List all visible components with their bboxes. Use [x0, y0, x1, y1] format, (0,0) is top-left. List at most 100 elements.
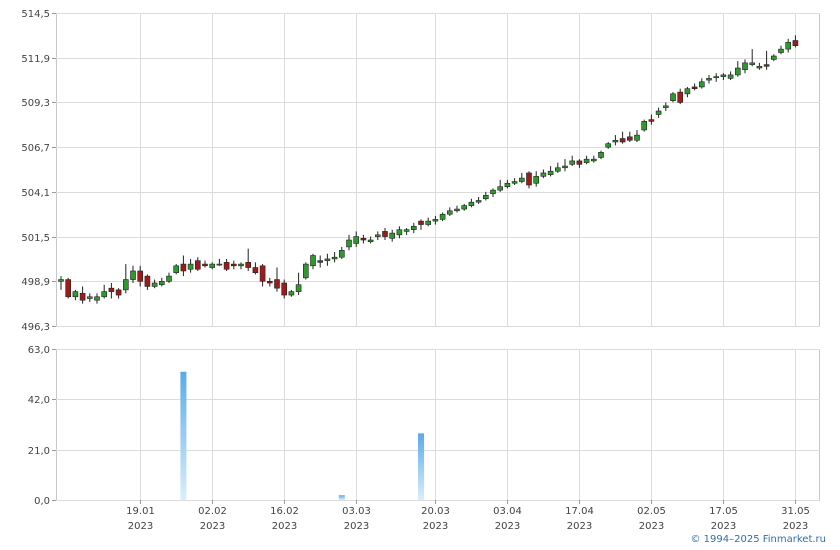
candle — [238, 262, 244, 270]
candle — [576, 159, 583, 168]
volume-tick-label: 21,0 — [28, 446, 50, 457]
candle — [252, 262, 259, 275]
candle-body — [360, 237, 367, 241]
candle — [454, 205, 460, 213]
candle — [504, 179, 511, 189]
candle — [317, 255, 324, 268]
candle — [418, 219, 424, 230]
candle-body — [677, 91, 684, 103]
candle-body — [259, 265, 266, 282]
candle — [130, 265, 136, 284]
candle-body — [65, 279, 71, 298]
candle — [547, 166, 554, 177]
volume-grid — [52, 349, 820, 501]
candle — [108, 283, 115, 299]
price-tick-label: 498,9 — [21, 277, 50, 288]
candle-body — [533, 176, 540, 184]
candle-body — [482, 194, 489, 200]
candle-body — [698, 81, 705, 88]
candle — [295, 272, 302, 296]
candle — [526, 171, 532, 189]
candle — [785, 38, 792, 53]
candle — [266, 277, 273, 287]
x-tick-date-label: 02.02 — [198, 506, 227, 517]
candle-body — [418, 220, 424, 225]
candle-body — [353, 236, 360, 244]
candle — [374, 231, 381, 241]
candle — [180, 255, 187, 277]
candle — [634, 129, 640, 142]
candle-body — [475, 200, 482, 203]
candle-body — [504, 182, 511, 187]
candle-body — [195, 260, 201, 270]
candle — [691, 83, 698, 91]
candle — [202, 260, 208, 268]
candle-body — [670, 93, 676, 102]
candle-body — [58, 279, 64, 282]
candle — [79, 286, 86, 304]
candle — [151, 279, 158, 289]
x-tick-year-label: 2023 — [783, 521, 808, 532]
candle-body — [590, 158, 597, 162]
candle — [274, 267, 280, 292]
candle — [187, 258, 194, 273]
candle-body — [619, 138, 626, 143]
volume-series — [180, 371, 424, 500]
candle-body — [648, 119, 655, 122]
candle-body — [562, 165, 568, 169]
candle — [360, 234, 367, 244]
candle — [533, 171, 540, 187]
candle — [159, 277, 165, 287]
candle — [562, 159, 568, 172]
candle-body — [231, 263, 237, 267]
candle-body — [756, 66, 763, 69]
candle-body — [583, 158, 590, 163]
candle — [583, 155, 590, 165]
candle — [677, 88, 684, 105]
candle-body — [576, 160, 583, 165]
candle-body — [310, 255, 316, 267]
candle-body — [216, 263, 223, 266]
candle-body — [288, 291, 295, 296]
candle — [209, 262, 215, 270]
candle-body — [612, 139, 619, 143]
price-y-axis: 514,5 511,9 509,3 506,7 504,1 501,5 498,9 496,3 — [21, 9, 50, 333]
candle — [259, 264, 266, 287]
candle — [94, 293, 100, 304]
candle — [670, 92, 676, 103]
candle — [389, 229, 396, 242]
candle — [58, 276, 64, 290]
candle-body — [598, 152, 604, 158]
x-tick-date-label: 31.05 — [781, 506, 810, 517]
candle — [720, 73, 727, 81]
candle-body — [454, 208, 460, 212]
candle — [195, 257, 201, 271]
candle-body — [367, 239, 374, 243]
candle — [742, 59, 748, 74]
candle — [223, 258, 230, 271]
candle — [475, 197, 482, 204]
candle-body — [266, 280, 273, 284]
candle — [727, 71, 734, 81]
candle — [310, 253, 316, 270]
candle — [367, 236, 374, 244]
candle-body — [159, 280, 165, 286]
candle — [662, 102, 669, 112]
candle-body — [173, 265, 179, 273]
price-tick-label: 511,9 — [21, 54, 50, 65]
x-tick-date-label: 02.05 — [637, 506, 666, 517]
candle — [439, 212, 446, 222]
candle — [598, 150, 604, 160]
candle — [245, 248, 251, 271]
price-tick-label: 514,5 — [21, 9, 50, 20]
candle-body — [634, 134, 640, 141]
candle-body — [374, 234, 381, 237]
candle-body — [770, 55, 777, 60]
volume-bar — [338, 495, 345, 500]
candle-body — [209, 263, 215, 268]
candle — [590, 155, 597, 163]
x-tick-date-label: 03.04 — [493, 506, 522, 517]
candle-body — [641, 121, 648, 131]
volume-y-axis: 63,0 42,0 21,0 0,0 — [28, 345, 50, 507]
